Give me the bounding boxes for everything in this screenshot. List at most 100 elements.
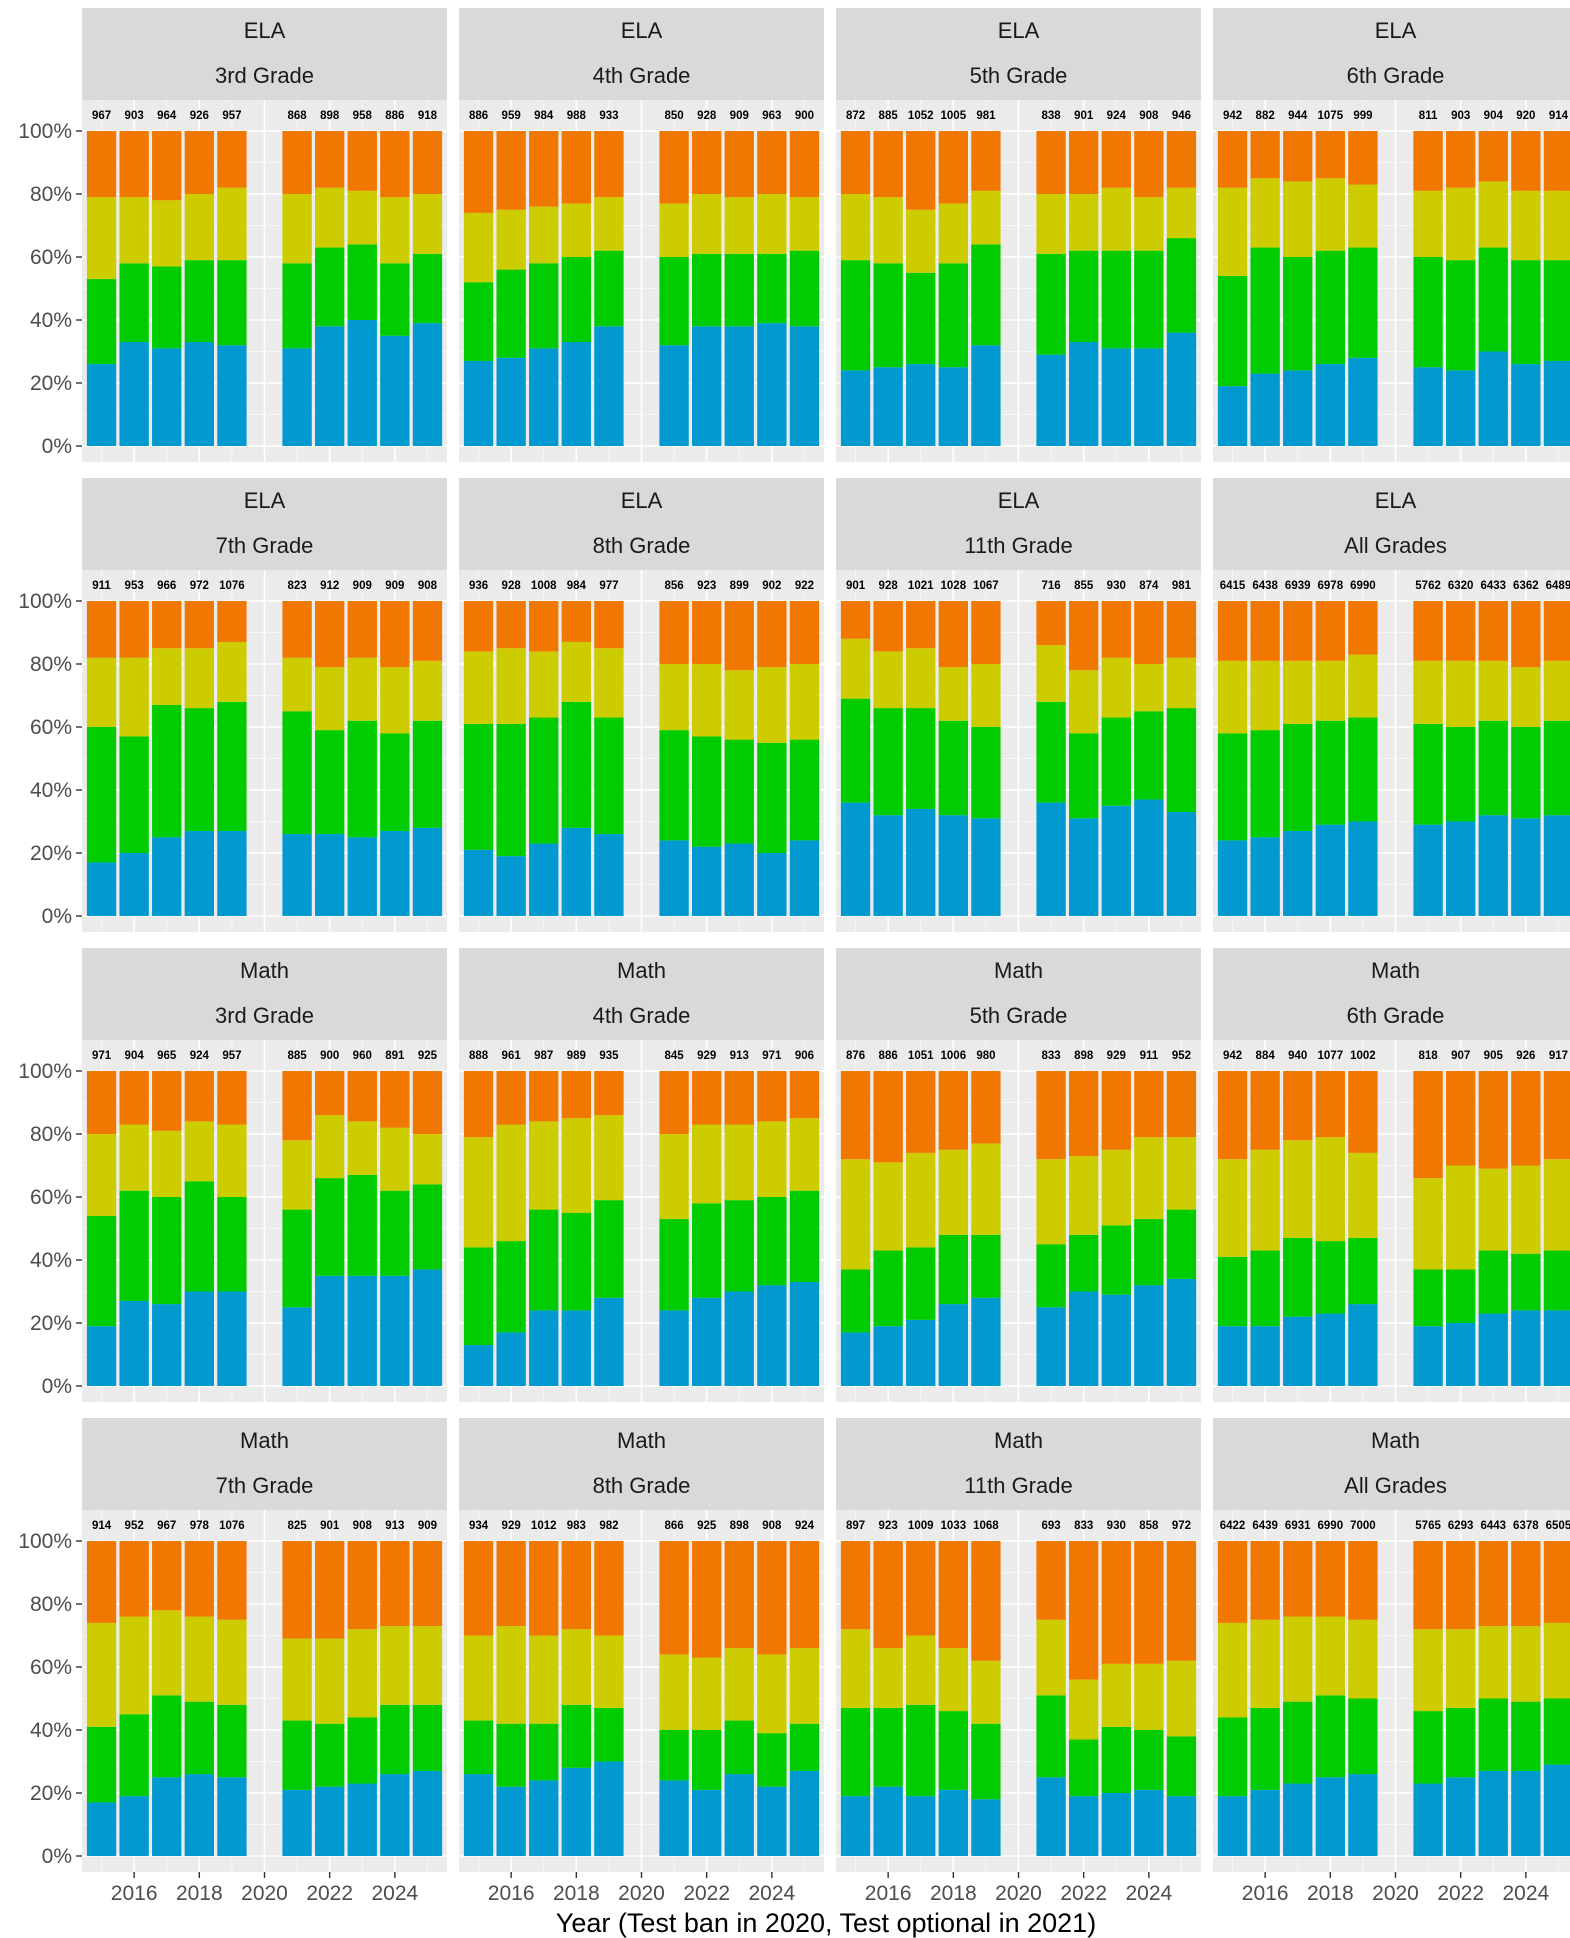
bar-segment-level-3 (529, 1121, 559, 1210)
bar-segment-level-1 (152, 1304, 182, 1386)
bar-segment-level-1 (1315, 1313, 1345, 1386)
bar-segment-level-1 (1413, 1783, 1443, 1856)
bar-segment-level-2 (757, 1197, 787, 1286)
bar-segment-level-1 (906, 1796, 936, 1856)
bar-segment-level-4 (1446, 131, 1476, 188)
bar-count-label: 961 (502, 1050, 522, 1062)
bar-segment-level-1 (1478, 1313, 1508, 1386)
bar-segment-level-4 (1543, 131, 1570, 191)
bar-count-label: 928 (502, 580, 522, 592)
bar-segment-level-2 (1446, 260, 1476, 371)
bar-count-label: 964 (157, 110, 177, 122)
facet-strip (1213, 948, 1570, 1040)
bar-segment-level-4 (347, 1541, 377, 1630)
bar-segment-level-3 (1217, 1622, 1248, 1718)
bar-segment-level-2 (938, 720, 968, 816)
panel-ela-6th-grade: ELA 6th Grade 942 882 944 1075 999 811 903 904 920… (1213, 8, 1570, 462)
bar-segment-level-2 (789, 250, 820, 327)
bar-segment-level-1 (184, 342, 214, 446)
bar-segment-level-2 (1134, 1730, 1164, 1790)
facet-grade-label: 4th Grade (593, 1003, 691, 1028)
bar-segment-level-2 (692, 253, 722, 327)
bar-segment-level-1 (971, 1799, 1001, 1856)
x-tick-label: 2022 (1060, 1882, 1107, 1905)
bar-segment-level-1 (938, 1304, 968, 1386)
bar-segment-level-4 (1543, 601, 1570, 661)
bar-count-label: 909 (385, 580, 404, 592)
bar-count-label: 908 (762, 1520, 782, 1532)
bar-segment-level-4 (496, 1071, 526, 1125)
bar-segment-level-3 (1101, 1663, 1131, 1727)
bar-segment-level-1 (906, 808, 936, 916)
panel-math-4th-grade: Math 4th Grade 888 961 987 989 935 845 929 913 971… (459, 948, 824, 1402)
bar-segment-level-3 (1543, 1159, 1570, 1251)
bar-segment-level-3 (1543, 660, 1570, 721)
facet-strip (836, 8, 1201, 100)
bar-count-label: 963 (762, 110, 781, 122)
bar-segment-level-4 (1283, 1071, 1313, 1141)
bar-segment-level-4 (1283, 1541, 1313, 1617)
bar-segment-level-2 (1478, 1698, 1508, 1771)
facet-strip (1213, 8, 1570, 100)
bar-segment-level-2 (1315, 1241, 1345, 1314)
bar-segment-level-2 (1217, 1256, 1248, 1327)
facet-strip (1213, 478, 1570, 570)
bar-segment-level-3 (971, 1143, 1001, 1235)
bar-segment-level-1 (119, 1796, 149, 1856)
bar-count-label: 908 (353, 1520, 373, 1532)
bar-segment-level-2 (412, 253, 443, 324)
bar-segment-level-1 (873, 815, 903, 916)
bar-segment-level-2 (86, 727, 117, 863)
bar-segment-level-4 (1101, 131, 1131, 188)
bar-segment-level-3 (1413, 660, 1443, 724)
bar-segment-level-4 (594, 1541, 624, 1636)
bar-segment-level-1 (496, 357, 526, 446)
bar-segment-level-4 (906, 1071, 936, 1153)
bar-segment-level-3 (789, 664, 820, 740)
bar-segment-level-1 (1413, 1326, 1443, 1386)
facet-strip (82, 1418, 447, 1510)
bar-count-label: 917 (1549, 1050, 1568, 1062)
bar-segment-level-3 (1283, 181, 1313, 257)
bar-segment-level-1 (1446, 370, 1476, 446)
bar-segment-level-3 (1511, 1165, 1541, 1254)
x-tick-label: 2016 (1242, 1882, 1289, 1905)
bar-segment-level-3 (1478, 1168, 1508, 1251)
bar-segment-level-1 (315, 1275, 345, 1386)
bar-segment-level-3 (315, 667, 345, 731)
facet-grade-label: 7th Grade (216, 533, 314, 558)
bar-segment-level-2 (380, 1190, 410, 1276)
bar-segment-level-4 (1134, 1071, 1164, 1138)
bar-segment-level-4 (1217, 1541, 1248, 1623)
facet-grade-label: 3rd Grade (215, 63, 314, 88)
bar-count-label: 925 (697, 1520, 717, 1532)
bar-segment-level-2 (152, 1695, 182, 1778)
x-tick-label: 2018 (930, 1882, 977, 1905)
bar-count-label: 6990 (1318, 1520, 1344, 1532)
bar-segment-level-4 (724, 1071, 754, 1125)
bar-segment-level-4 (757, 601, 787, 668)
bar-segment-level-4 (282, 131, 312, 194)
bar-count-label: 1028 (941, 580, 967, 592)
bar-segment-level-4 (1250, 1541, 1280, 1620)
bar-count-label: 716 (1041, 580, 1060, 592)
bar-segment-level-3 (1069, 1156, 1099, 1235)
bar-segment-level-3 (1036, 194, 1066, 254)
bar-segment-level-2 (724, 1200, 754, 1292)
facet-grade-label: 11th Grade (964, 1473, 1072, 1498)
bar-segment-level-3 (1413, 190, 1443, 257)
bar-segment-level-4 (1069, 1541, 1099, 1680)
bar-segment-level-1 (315, 326, 345, 446)
bar-segment-level-2 (659, 257, 689, 346)
bar-segment-level-3 (1134, 1663, 1164, 1730)
facet-subject-label: ELA (998, 18, 1040, 43)
bar-count-label: 928 (697, 110, 717, 122)
bar-segment-level-4 (840, 1541, 871, 1630)
bar-segment-level-3 (840, 1159, 871, 1270)
bar-segment-level-3 (86, 657, 117, 727)
facet-strip (836, 948, 1201, 1040)
bar-segment-level-3 (724, 1648, 754, 1721)
x-tick-label: 2018 (553, 1882, 600, 1905)
bar-count-label: 929 (502, 1520, 521, 1532)
panel-math-8th-grade: Math 8th Grade 934 929 1012 983 982 866 925 898 90… (459, 1418, 824, 1872)
